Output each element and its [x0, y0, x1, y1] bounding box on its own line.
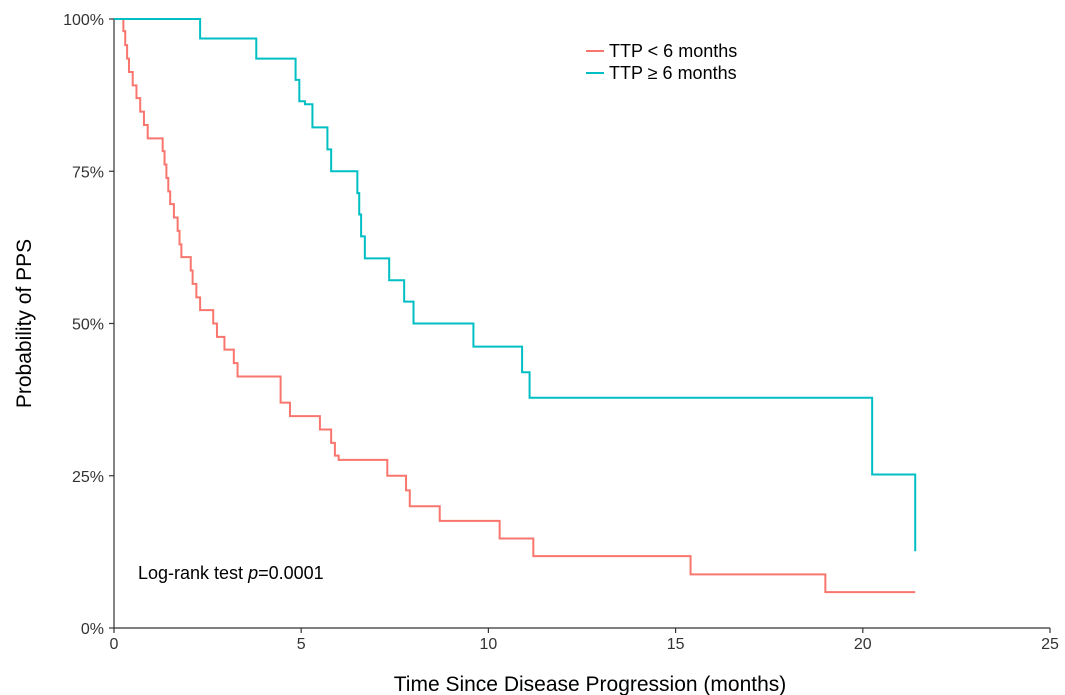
y-tick-label: 25% [72, 469, 104, 486]
x-tick-label: 25 [1041, 636, 1059, 653]
y-tick-label: 50% [72, 317, 104, 334]
x-ticks: 0 5 10 15 20 25 [110, 628, 1059, 653]
legend-item: TTP < 6 months [586, 41, 737, 61]
y-tick-label: 75% [72, 164, 104, 181]
series-line-ttp-ge-6 [114, 18, 917, 552]
x-axis-title: Time Since Disease Progression (months) [394, 673, 787, 695]
legend-item: TTP ≥ 6 months [586, 63, 737, 83]
series-group [114, 18, 917, 594]
y-ticks: 0% 25% 50% 75% 100% [63, 12, 114, 638]
y-tick-label: 100% [63, 12, 104, 29]
y-axis-title: Probability of PPS [13, 239, 36, 408]
y-tick-label: 0% [81, 621, 104, 638]
legend-label: TTP ≥ 6 months [609, 63, 737, 83]
legend-label: TTP < 6 months [609, 41, 737, 61]
x-tick-label: 10 [480, 636, 498, 653]
axes [113, 19, 1050, 629]
annotation-suffix: =0.0001 [258, 563, 324, 583]
x-tick-label: 15 [667, 636, 685, 653]
x-tick-label: 5 [297, 636, 306, 653]
annotation-prefix: Log-rank test [138, 563, 248, 583]
x-tick-label: 20 [854, 636, 872, 653]
x-tick-label: 0 [110, 636, 119, 653]
annotation-p-italic: p [247, 563, 258, 583]
series-line-ttp-lt-6 [114, 18, 916, 594]
log-rank-annotation: Log-rank test p=0.0001 [138, 563, 324, 583]
